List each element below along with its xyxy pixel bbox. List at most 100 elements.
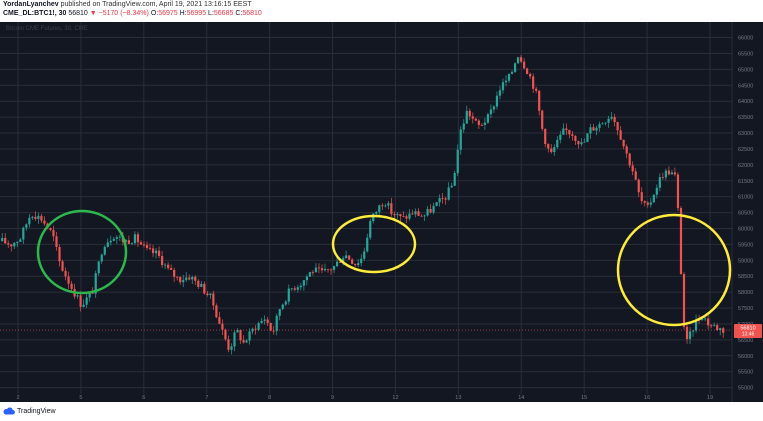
candle-body (308, 272, 312, 277)
candle-body (236, 329, 239, 333)
candle-body (550, 148, 553, 153)
candle-body (664, 170, 667, 178)
candle-body (459, 129, 462, 150)
candle-body (278, 309, 281, 316)
candle-body (139, 242, 143, 245)
candle-body (429, 209, 432, 213)
y-tick-label: 55500 (738, 370, 753, 376)
candle-body (37, 215, 40, 219)
candle-body (167, 264, 170, 269)
candle-body (212, 293, 215, 306)
candle-body (562, 128, 565, 135)
candle-body (541, 110, 544, 129)
price-value: 56810 (68, 10, 88, 17)
author-name[interactable]: YordanLyanchev (3, 1, 59, 8)
candle-body (215, 305, 218, 318)
candle-body (302, 280, 305, 286)
candle-body (691, 330, 695, 332)
candle-body (179, 277, 182, 283)
candle-body (462, 123, 465, 130)
candle-body (363, 251, 366, 259)
candle-body (10, 244, 13, 247)
candle-body (366, 237, 369, 252)
candle-body (670, 172, 674, 175)
candle-body (314, 267, 318, 273)
x-tick-label: 5 (79, 395, 82, 401)
x-tick-label: 16 (644, 395, 650, 401)
x-tick-label: 19 (707, 395, 713, 401)
candle-body (595, 127, 598, 131)
candle-body (682, 274, 686, 327)
candle-body (565, 128, 568, 130)
high-value: 56995 (186, 10, 207, 17)
candle-body (438, 198, 441, 203)
candle-body (507, 73, 511, 81)
symbol-label[interactable]: CME_DL:BTC1!, 30 (3, 10, 67, 17)
candle-body (526, 68, 529, 75)
candle-body (230, 346, 233, 350)
tradingview-logo[interactable]: TradingView (3, 407, 56, 415)
candle-body (133, 234, 137, 244)
candle-body (233, 332, 236, 347)
candle-body (661, 177, 664, 178)
candle-body (492, 106, 496, 110)
candle-body (97, 261, 100, 274)
close-label: C: (235, 10, 243, 17)
candle-body (49, 228, 52, 231)
yellow-annotation-circle (616, 213, 732, 327)
candle-body (103, 246, 106, 255)
candle-body (396, 214, 399, 216)
candle-body (360, 258, 363, 264)
candle-body (338, 261, 342, 263)
chart-area[interactable]: 66000 65500 65000 64500 64000 63500 63000 62500… (0, 22, 763, 402)
y-tick-label: 65000 (738, 67, 753, 73)
candle-body (118, 236, 121, 238)
candle-body (426, 209, 429, 216)
chart-watermark: Bitcoin CME Futures, 30, CME (6, 26, 88, 32)
candle-body (423, 215, 426, 217)
candle-body (435, 202, 438, 206)
candle-body (218, 317, 221, 324)
candle-body (495, 95, 499, 107)
candle-body (311, 272, 315, 273)
candle-body (384, 205, 387, 207)
candle-body (399, 214, 402, 217)
candle-body (269, 322, 272, 331)
candle-body (592, 127, 595, 131)
candle-body (115, 237, 118, 239)
candle-body (157, 250, 161, 256)
candle-body (40, 215, 43, 221)
candle-body (498, 90, 502, 96)
candle-body (607, 118, 610, 123)
candle-body (7, 243, 10, 245)
candle-body (76, 295, 79, 297)
candle-body (151, 248, 155, 254)
candle-body (242, 340, 245, 343)
candle-body (345, 255, 348, 259)
candle-body (649, 202, 652, 205)
publication-info: published on TradingView.com, April 19, … (60, 1, 252, 8)
candle-body (688, 331, 692, 340)
candle-body (31, 216, 34, 218)
high-label: H: (179, 10, 187, 17)
close-value: 56810 (242, 10, 262, 17)
candlestick-chart[interactable]: 66000 65500 65000 64500 64000 63500 63000 62500… (0, 22, 763, 402)
candle-body (634, 171, 637, 180)
last-price-label: 56810 (740, 326, 755, 332)
candle-body (381, 205, 384, 207)
y-tick-label: 56000 (738, 354, 753, 360)
candle-body (571, 134, 574, 136)
candle-body (713, 325, 716, 326)
candle-body (16, 241, 19, 243)
low-value: 56685 (213, 10, 234, 17)
candle-body (640, 192, 643, 202)
candle-body (28, 217, 31, 225)
candle-body (685, 326, 689, 340)
candle-body (489, 109, 493, 115)
candle-body (447, 187, 450, 200)
y-tick-label: 63000 (738, 131, 753, 137)
candle-body (465, 110, 468, 124)
candle-body (287, 288, 290, 302)
candle-body (417, 211, 420, 216)
candle-body (574, 135, 577, 142)
